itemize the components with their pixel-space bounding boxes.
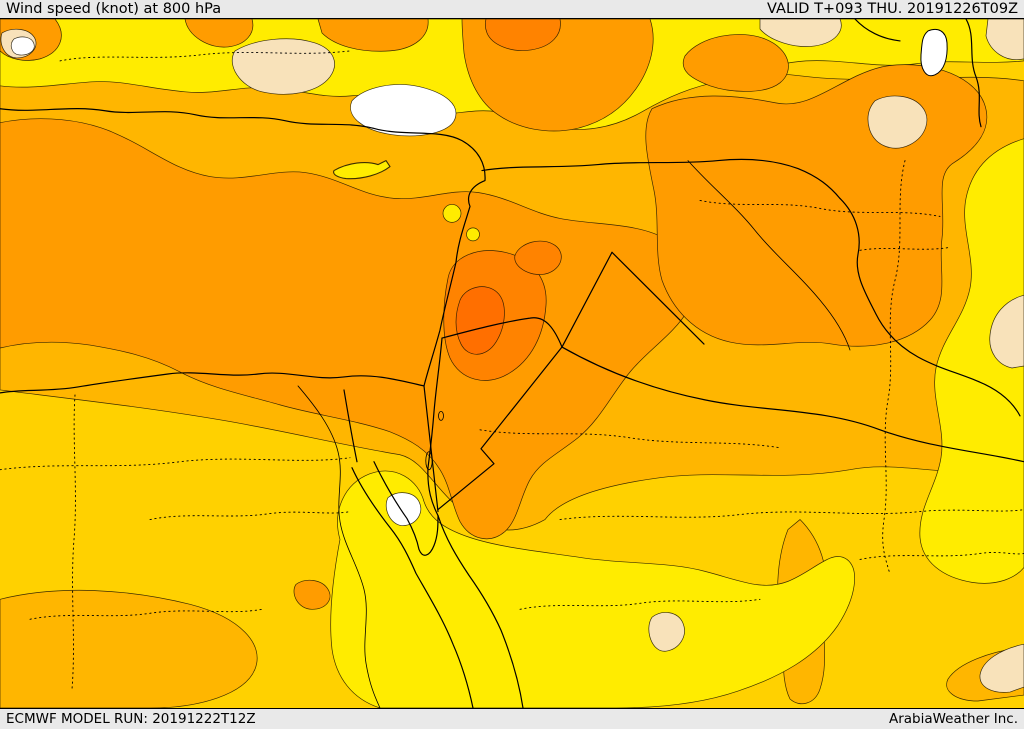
contour-deeporange-core: [455, 286, 505, 355]
header-bar: Wind speed (knot) at 800 hPa VALID T+093…: [0, 0, 1024, 18]
redsea-west-shore: [351, 467, 474, 708]
suez-canal: [343, 389, 358, 463]
contour-yellow-spot-antilebanon: [466, 227, 480, 242]
border-iraq-iran: [839, 197, 1021, 417]
contour-cream-east-anatolia: [867, 95, 928, 149]
contour-orange-iraq: [645, 64, 988, 347]
contour-amber-bottom-left: [0, 589, 258, 708]
contour-white-top-left: [10, 36, 35, 56]
euphrates-river: [687, 160, 851, 351]
border-turkey-northeast: [854, 19, 901, 42]
footer-bar: ECMWF MODEL RUN: 20191222T12Z ArabiaWeat…: [0, 709, 1024, 729]
map-area: [0, 18, 1024, 709]
dotted-contours: [0, 50, 1024, 690]
contour-cream-bottom-right: [979, 643, 1024, 693]
border-turkey-syria: [481, 158, 841, 200]
contour-orange-main-levant: [0, 118, 696, 540]
model-run-label: ECMWF MODEL RUN: 20191222T12Z: [6, 711, 256, 727]
contour-yellow-right-column: [919, 138, 1024, 584]
page-title: Wind speed (knot) at 800 hPa: [6, 1, 222, 17]
border-syria-iraq: [611, 251, 705, 345]
border-turkey-iran: [965, 19, 982, 128]
cyprus-island: [333, 160, 391, 180]
coastline-mediterranean: [0, 107, 486, 394]
border-saudi-iraq: [561, 346, 1024, 463]
lake-van: [920, 28, 948, 77]
contour-orange-top-blob-b: [317, 19, 429, 52]
sinai-east-shore: [373, 461, 439, 556]
border-israel-egypt: [423, 385, 439, 513]
border-jordan-saudi: [437, 346, 563, 511]
contour-yellow-spot-lebanon: [442, 204, 462, 223]
border-jordan-valley: [427, 337, 443, 517]
contour-darkorange-syria-ne: [514, 240, 562, 275]
redsea-east-shore: [437, 514, 524, 708]
border-syria-jordan: [441, 317, 563, 348]
sea-of-galilee: [438, 410, 444, 421]
nile-river: [297, 385, 381, 708]
contour-cream-bottom-spot: [648, 612, 685, 652]
contour-orange-turkey-blob: [682, 34, 789, 92]
contour-cream-anatolia: [231, 38, 335, 95]
weather-map: [0, 19, 1024, 708]
border-jordan-iraq: [561, 251, 613, 348]
contour-cream-right-edge: [989, 294, 1024, 369]
contour-darkorange-top-center: [484, 19, 561, 51]
valid-time-label: VALID T+093 THU. 20191226T09Z: [767, 1, 1018, 17]
contour-orange-bottom-dot: [293, 579, 331, 610]
contour-white-anatolia: [350, 84, 457, 137]
attribution-label: ArabiaWeather Inc.: [888, 711, 1018, 727]
geography-borders: [0, 19, 1024, 708]
contour-cream-top-mid-right: [759, 19, 842, 47]
contour-orange-top-blob-a: [184, 19, 254, 48]
dead-sea: [425, 451, 433, 471]
